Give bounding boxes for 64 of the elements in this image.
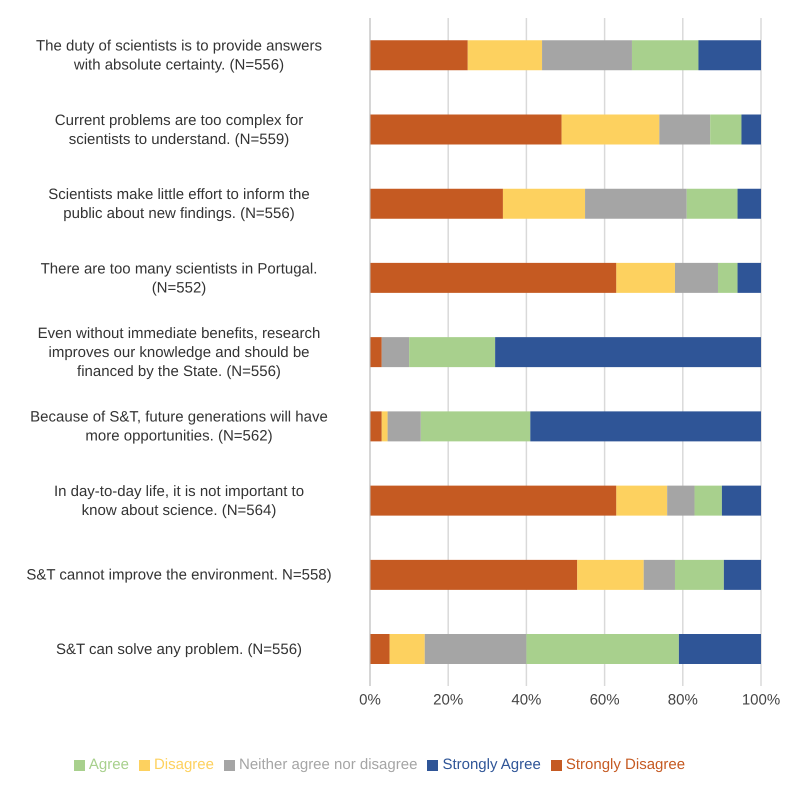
bar <box>741 114 761 144</box>
x-tick-label: 0% <box>359 692 381 709</box>
bar <box>468 40 542 70</box>
bar <box>409 337 496 368</box>
bar <box>718 262 738 293</box>
bar <box>616 262 675 293</box>
legend-label: Strongly Agree <box>442 756 541 773</box>
bar <box>738 262 761 293</box>
bar <box>686 188 738 219</box>
legend-label: Strongly Disagree <box>566 756 686 773</box>
y-tick-label: S&T cannot improve the environment. N=558) <box>26 566 332 584</box>
x-tick-label: 40% <box>511 692 542 709</box>
bar <box>562 114 660 144</box>
bar <box>370 114 562 144</box>
y-tick-label: The duty of scientists is to provide answers with absolute certainty. (N=556) <box>36 38 322 74</box>
bar <box>370 634 390 664</box>
bar <box>678 634 761 664</box>
bar <box>390 634 425 664</box>
bar <box>370 262 616 293</box>
legend-label: Neither agree nor disagree <box>238 756 418 773</box>
bar <box>738 188 761 219</box>
bar <box>370 40 468 70</box>
y-tick-label: In day-to-day life, it is not important to know about science. (N=564) <box>54 482 304 519</box>
x-tick-label: 100% <box>742 692 780 709</box>
bar <box>698 40 761 70</box>
bar <box>382 411 388 442</box>
y-tick-label: Current problems are too complex for scientists to understand. (N=559) <box>54 112 304 148</box>
bar <box>370 411 382 442</box>
bar <box>585 188 687 219</box>
x-tick-label: 20% <box>433 692 464 709</box>
bar <box>632 40 698 70</box>
bar <box>370 486 616 516</box>
bar <box>577 560 644 590</box>
bar <box>722 486 761 516</box>
bar <box>710 114 742 144</box>
bar <box>388 411 421 442</box>
bar <box>724 560 761 590</box>
y-tick-label: Because of S&T, future generations will have more opportunities. (N=562) <box>30 408 328 445</box>
bar <box>644 560 675 590</box>
bar <box>420 411 530 442</box>
bar <box>370 337 382 368</box>
bar <box>674 560 724 590</box>
bar <box>616 486 668 516</box>
y-tick-label: There are too many scientists in Portugal. (N=552) <box>40 260 318 296</box>
bar <box>667 486 695 516</box>
legend-label: Disagree <box>154 756 214 773</box>
bar <box>694 486 722 516</box>
y-tick-label: Scientists make little effort to inform the public about new findings. (N=556) <box>48 186 310 222</box>
x-tick-label: 80% <box>668 692 698 709</box>
x-tick-label: 60% <box>590 692 620 709</box>
bar <box>659 114 710 144</box>
bar <box>370 560 578 590</box>
bar <box>370 188 503 219</box>
bar <box>495 337 761 368</box>
legend-label: Agree <box>88 756 129 773</box>
bar <box>530 411 761 442</box>
bar <box>526 634 679 664</box>
y-tick-label: S&T can solve any problem. (N=556) <box>56 640 302 658</box>
y-tick-label: Even without immediate benefits, research improves our knowledge and should be financed by the State. (N=556) <box>38 325 320 380</box>
bar <box>502 188 586 219</box>
bar <box>674 262 718 293</box>
bar <box>542 40 632 70</box>
bar <box>382 337 410 368</box>
bar <box>424 634 526 664</box>
